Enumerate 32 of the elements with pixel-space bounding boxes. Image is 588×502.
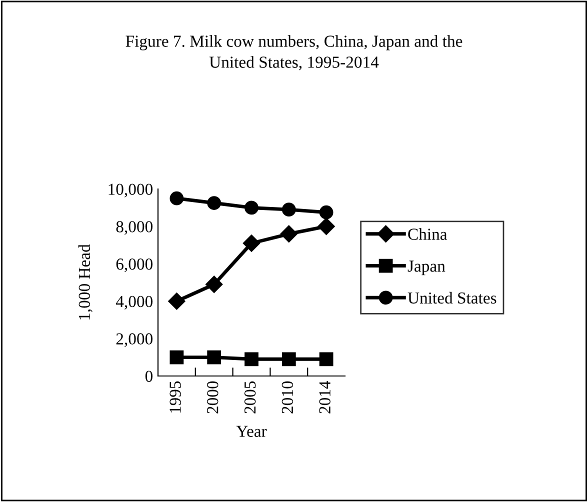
point: [207, 196, 222, 210]
point: [206, 276, 223, 293]
point: [319, 352, 334, 366]
y-tick-label: 2,000: [116, 333, 153, 347]
point: [318, 218, 335, 235]
point: [170, 191, 184, 206]
legend-label: Japan: [408, 260, 446, 276]
point: [280, 225, 298, 242]
x-tick-label: 1995: [170, 381, 181, 413]
x-tick-label: 2000: [207, 381, 218, 414]
x-tick-label: 2014: [319, 380, 330, 414]
point: [207, 350, 222, 364]
y-tick-label: 4,000: [116, 296, 153, 310]
point: [244, 200, 258, 215]
x-tick-label: 2005: [244, 381, 256, 414]
point: [170, 350, 184, 364]
x-axis-title: Year: [236, 426, 267, 437]
point: [282, 202, 296, 217]
point: [319, 205, 334, 220]
point: [168, 292, 186, 310]
y-axis-title: 1,000 Head: [78, 244, 92, 320]
legend-label: United States: [408, 292, 496, 304]
legend-label: China: [408, 228, 448, 240]
x-tick-label: 2010: [282, 381, 294, 414]
y-tick-label: 6,000: [116, 258, 153, 272]
y-tick-label: 8,000: [116, 221, 153, 235]
y-tick-label: 10,000: [108, 184, 153, 198]
point: [242, 234, 260, 252]
point: [244, 352, 258, 366]
chart-title: Figure 7. Milk cow numbers, China, Japan and the United States, 1995-2014: [126, 35, 462, 70]
point: [282, 352, 296, 366]
y-tick-label: 0: [145, 370, 153, 382]
